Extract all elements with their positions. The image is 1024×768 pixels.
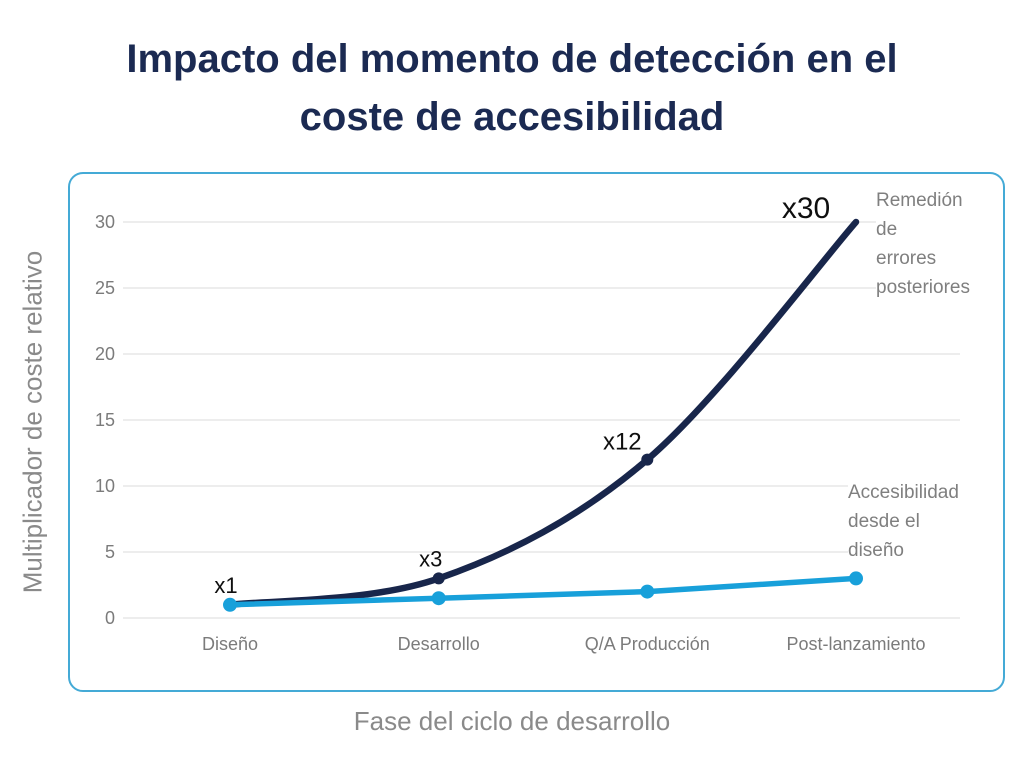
point-label-x1: x1 (214, 573, 237, 598)
point-label-x30: x30 (782, 192, 830, 225)
x-tick-label: Post-lanzamiento (786, 634, 925, 654)
legend-accessibility-label: Accesibilidad desde el diseño (848, 476, 963, 567)
series-line-remediation (226, 218, 860, 609)
y-tick-label: 0 (105, 608, 115, 628)
legend-remediation-line: Remedión (876, 190, 963, 211)
point-label-x12: x12 (603, 429, 642, 456)
legend-accessibility-line: diseño (848, 540, 904, 561)
y-tick-label: 10 (95, 476, 115, 496)
accessibility-point-marker (431, 591, 446, 606)
legend-remediation-line: posteriores (876, 277, 970, 298)
accessibility-point-marker (640, 584, 655, 599)
y-tick-label: 30 (95, 212, 115, 232)
y-tick-label: 15 (95, 410, 115, 430)
point-label-x3: x3 (419, 546, 442, 571)
legend-remediation-label: Remedión de errores posteriores (876, 184, 974, 304)
x-tick-label: Q/A Producción (585, 634, 710, 654)
accessibility-point-marker (849, 571, 863, 586)
chart-title: Impacto del momento de detección en el c… (126, 37, 898, 139)
y-tick-label: 25 (95, 278, 115, 298)
x-axis-title: Fase del ciclo de desarrollo (353, 706, 671, 736)
x-tick-label: Diseño (202, 634, 258, 654)
x-tick-label: Desarrollo (398, 634, 480, 654)
legend-accessibility-line: Accesibilidad (848, 482, 959, 503)
remediation-point-marker (432, 572, 445, 585)
legend-remediation-line: de (876, 219, 898, 240)
y-tick-label: 5 (105, 542, 115, 562)
accessibility-point-marker (223, 597, 237, 612)
y-tick-label: 20 (95, 344, 115, 364)
legend-accessibility-line: desde el (848, 511, 920, 532)
remediation-point-marker (641, 453, 654, 466)
series-line-accessibility (227, 575, 859, 608)
legend-remediation-line: errores (876, 248, 937, 269)
